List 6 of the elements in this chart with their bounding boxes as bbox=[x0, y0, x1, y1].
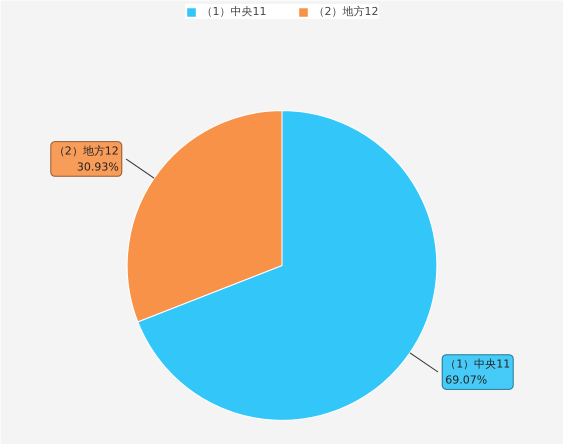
legend-label: （1）中央11 bbox=[202, 4, 266, 19]
legend-label: （2）地方12 bbox=[314, 4, 378, 19]
data-label: 69.07% bbox=[445, 373, 488, 386]
slice-label: （1）中央11 bbox=[445, 358, 510, 371]
data-label: 30.93% bbox=[76, 160, 119, 174]
slice-label: （2）地方12 bbox=[54, 144, 119, 158]
